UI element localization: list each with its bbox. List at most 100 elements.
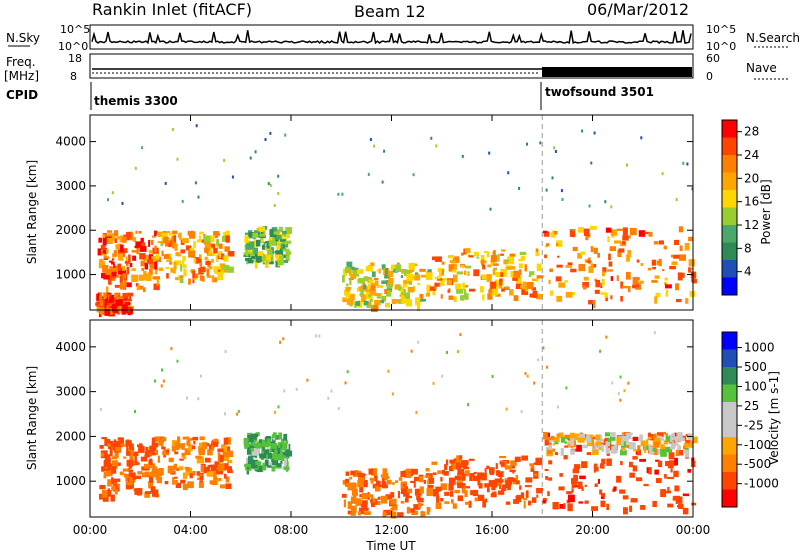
heatmap-cell — [263, 443, 270, 448]
heatmap-cell — [643, 483, 649, 487]
heatmap-cell — [507, 477, 514, 480]
heatmap-cell — [350, 496, 356, 504]
heatmap-cell — [667, 446, 672, 453]
heatmap-cell — [623, 507, 628, 515]
heatmap-cell — [153, 283, 160, 291]
heatmap-cell — [115, 295, 119, 300]
heatmap-cell — [409, 270, 413, 273]
heatmap-cell — [464, 490, 468, 497]
heatmap-cell — [544, 254, 547, 259]
heatmap-cell — [151, 256, 158, 261]
heatmap-cell — [114, 293, 121, 296]
heatmap-cell — [460, 460, 468, 468]
heatmap-cell — [652, 447, 656, 452]
heatmap-cell — [412, 173, 415, 177]
heatmap-cell — [456, 288, 464, 294]
heatmap-cell — [369, 288, 376, 296]
heatmap-cell — [371, 468, 377, 476]
heatmap-cell — [476, 256, 480, 259]
heatmap-cell — [651, 259, 656, 266]
heatmap-cell — [341, 493, 347, 498]
heatmap-cell — [227, 466, 232, 473]
heatmap-cell — [285, 227, 293, 234]
heatmap-cell — [272, 459, 279, 465]
heatmap-cell — [215, 254, 219, 262]
heatmap-cell — [390, 498, 397, 505]
heatmap-cell — [629, 432, 633, 436]
heatmap-cell — [369, 299, 373, 302]
heatmap-cell — [192, 436, 199, 441]
heatmap-cell — [387, 479, 392, 485]
heatmap-cell — [148, 250, 153, 254]
heatmap-cell — [565, 291, 573, 298]
heatmap-cell — [565, 386, 568, 390]
heatmap-cell — [599, 349, 602, 353]
heatmap-cell — [265, 436, 271, 439]
heatmap-cell — [106, 468, 113, 477]
heatmap-cell — [115, 447, 121, 452]
heatmap-cell — [174, 243, 178, 251]
heatmap-cell — [188, 278, 191, 285]
heatmap-cell — [674, 239, 680, 245]
heatmap-cell — [102, 309, 106, 315]
heatmap-cell — [385, 302, 390, 308]
heatmap-cell — [180, 479, 186, 484]
heatmap-cell — [449, 260, 457, 263]
heatmap-cell — [397, 301, 404, 304]
heatmap-cell — [98, 261, 105, 269]
heatmap-cell — [438, 272, 443, 276]
heatmap-cell — [532, 278, 539, 281]
heatmap-cell — [270, 234, 277, 237]
heatmap-cell — [211, 445, 215, 451]
heatmap-cell — [691, 502, 697, 506]
heatmap-cell — [406, 273, 414, 282]
heatmap-cell — [169, 261, 173, 265]
heatmap-cell — [346, 283, 349, 286]
nsky-trace — [91, 30, 692, 45]
heatmap-cell — [109, 463, 113, 471]
colorbar-tick-label: 28 — [744, 125, 759, 139]
heatmap-cell — [477, 479, 481, 486]
heatmap-cell — [572, 468, 579, 474]
heatmap-cell — [306, 378, 309, 382]
power-colorbar-label: Power [dB] — [759, 179, 773, 244]
heatmap-cell — [648, 267, 652, 271]
heatmap-cell — [137, 471, 143, 475]
heatmap-cell — [214, 266, 221, 274]
heatmap-cell — [114, 478, 121, 482]
heatmap-cell — [473, 489, 479, 497]
heatmap-cell — [513, 499, 519, 504]
heatmap-cell — [564, 280, 568, 283]
heatmap-cell — [457, 495, 463, 502]
heatmap-cell — [163, 236, 169, 244]
heatmap-cell — [170, 347, 173, 351]
heatmap-cell — [175, 447, 180, 451]
heatmap-cell — [462, 473, 466, 481]
heatmap-cell — [535, 457, 543, 466]
heatmap-cell — [565, 265, 573, 268]
heatmap-cell — [193, 440, 196, 445]
heatmap-cell — [104, 458, 111, 464]
heatmap-cell — [678, 226, 684, 233]
heatmap-cell — [491, 375, 494, 378]
cpid-segment-twofsound: twofsound 3501 — [545, 85, 654, 99]
heatmap-cell — [359, 507, 364, 515]
heatmap-cell — [186, 396, 188, 400]
heatmap-cell — [440, 477, 443, 482]
heatmap-cell — [337, 407, 340, 411]
heatmap-cell — [395, 284, 401, 290]
heatmap-cell — [410, 349, 413, 353]
heatmap-cell — [557, 255, 560, 258]
heatmap-cell — [604, 294, 608, 298]
heatmap-cell — [104, 490, 111, 497]
cpid-segment-themis: themis 3300 — [94, 94, 178, 108]
heatmap-cell — [251, 438, 254, 446]
heatmap-cell — [271, 434, 277, 438]
heatmap-cell — [561, 198, 564, 201]
heatmap-cell — [623, 389, 626, 393]
heatmap-cell — [158, 267, 164, 271]
heatmap-cell — [669, 460, 676, 466]
heatmap-cell — [605, 447, 610, 454]
heatmap-cell — [218, 250, 221, 258]
heatmap-cell — [160, 437, 167, 442]
